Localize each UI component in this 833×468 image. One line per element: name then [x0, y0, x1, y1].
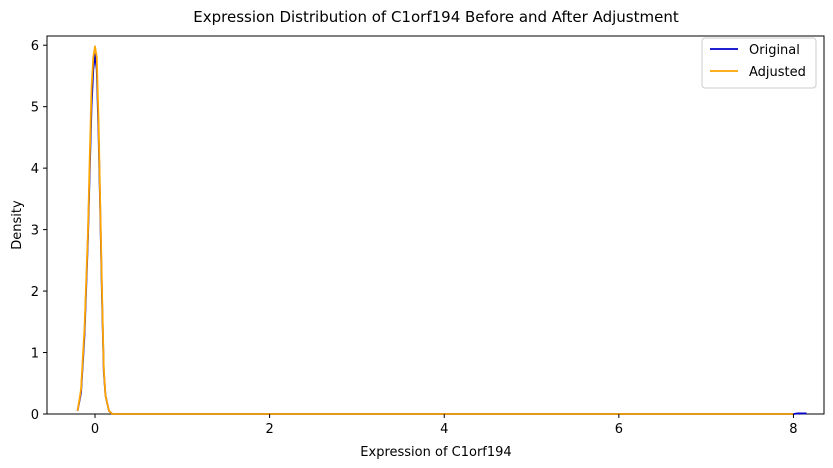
legend-box — [701, 37, 817, 89]
y-tick-label: 3 — [31, 224, 39, 239]
chart-title: Expression Distribution of C1orf194 Befo… — [193, 8, 679, 26]
legend: Original Adjusted — [701, 37, 817, 89]
y-tick-label: 0 — [31, 408, 39, 423]
x-tick-label: 0 — [91, 422, 99, 437]
y-tick-label: 4 — [31, 162, 39, 177]
y-tick-label: 1 — [31, 347, 39, 362]
x-tick-label: 2 — [265, 422, 273, 437]
y-tick-label: 6 — [31, 39, 39, 54]
series-layer — [76, 45, 807, 415]
plot-area: 0 2 4 6 8 0 1 2 3 4 5 6 — [31, 35, 825, 437]
y-axis-ticks: 0 1 2 3 4 5 6 — [31, 39, 47, 423]
plot-frame — [46, 35, 825, 415]
y-tick-label: 5 — [31, 101, 39, 116]
legend-label-original: Original — [749, 43, 800, 58]
series-line-original — [76, 53, 807, 415]
x-tick-label: 6 — [615, 422, 623, 437]
x-tick-label: 4 — [440, 422, 448, 437]
x-tick-label: 8 — [789, 422, 797, 437]
x-axis-ticks: 0 2 4 6 8 — [91, 414, 798, 437]
y-axis-label: Density — [10, 200, 25, 250]
legend-label-adjusted: Adjusted — [749, 65, 806, 80]
y-tick-label: 2 — [31, 285, 39, 300]
x-axis-label: Expression of C1orf194 — [360, 445, 511, 460]
series-line-adjusted — [76, 45, 794, 415]
